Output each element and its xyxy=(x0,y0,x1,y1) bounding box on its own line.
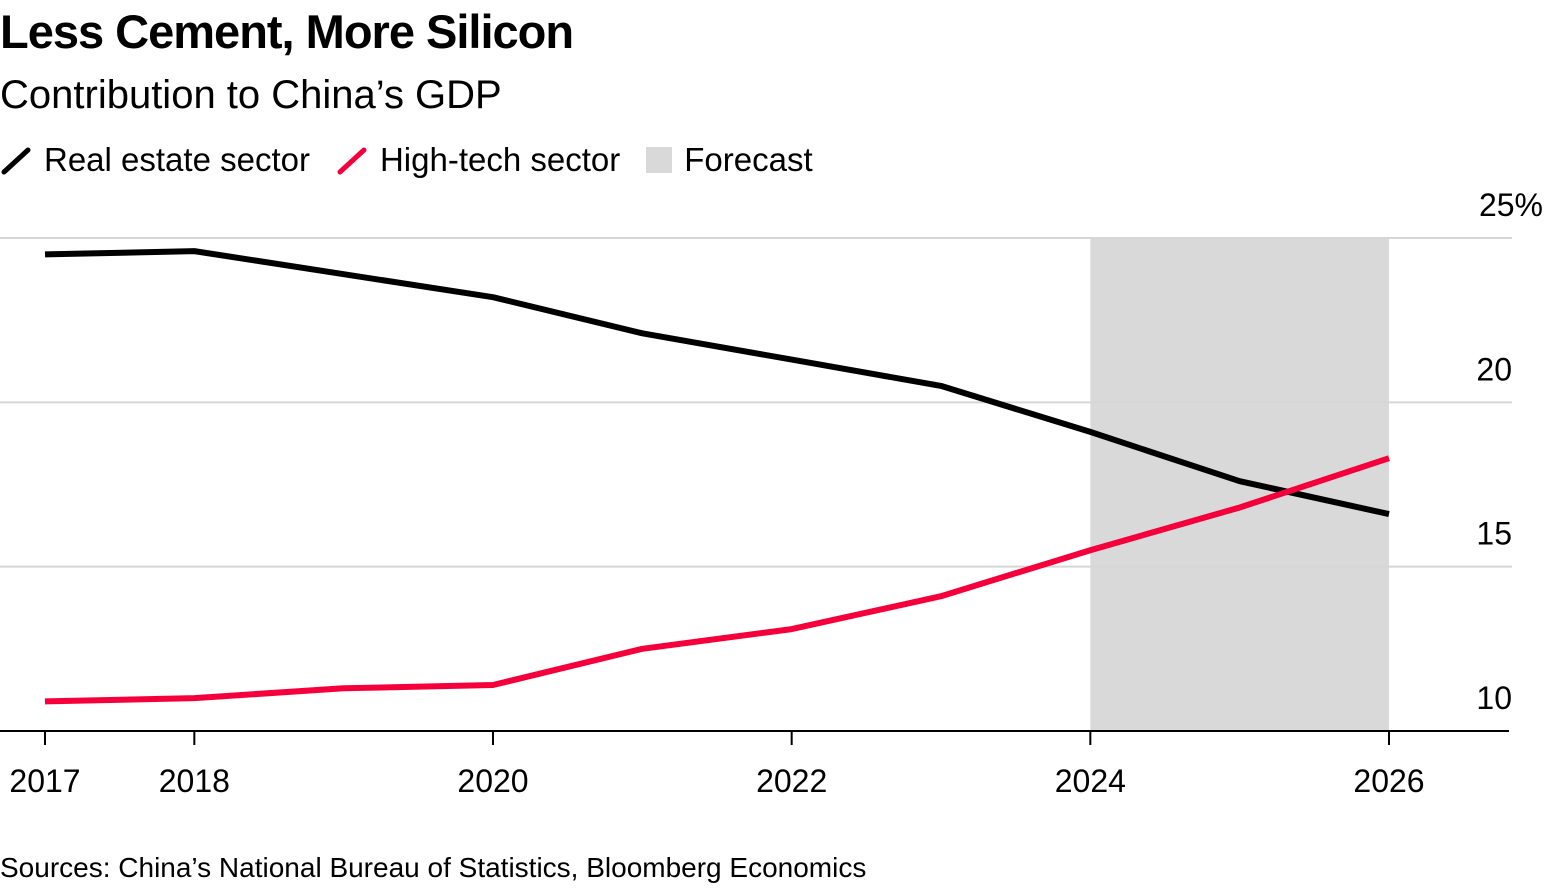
square-swatch-icon xyxy=(646,147,673,173)
legend-item-forecast: Forecast xyxy=(646,141,813,179)
y-tick-label: 20 xyxy=(1476,351,1512,387)
x-tick-label: 2017 xyxy=(9,763,80,799)
legend: Real estate sector High-tech sector Fore… xyxy=(0,138,839,182)
legend-item-high-tech: High-tech sector xyxy=(336,141,620,179)
chart-subtitle: Contribution to China’s GDP xyxy=(0,73,502,117)
y-tick-label: 10 xyxy=(1476,680,1512,716)
series-line-real-estate xyxy=(44,248,1390,518)
x-tick-label: 2022 xyxy=(756,763,827,799)
legend-label-real-estate: Real estate sector xyxy=(44,141,310,178)
x-tick-label: 2020 xyxy=(457,763,528,799)
source-note: Sources: China’s National Bureau of Stat… xyxy=(0,852,867,883)
x-tick-label: 2026 xyxy=(1353,763,1424,799)
y-tick-label: 15 xyxy=(1476,516,1512,552)
y-tick-label: 25% xyxy=(1479,187,1543,223)
legend-item-real-estate: Real estate sector xyxy=(0,141,310,179)
line-swatch-icon xyxy=(337,147,367,175)
chart-title: Less Cement, More Silicon xyxy=(0,5,574,58)
line-swatch-icon xyxy=(1,147,31,175)
series-line-high-tech xyxy=(44,455,1390,705)
x-tick-label: 2018 xyxy=(159,763,230,799)
legend-label-forecast: Forecast xyxy=(684,141,813,178)
forecast-band xyxy=(1090,238,1389,731)
x-tick-label: 2024 xyxy=(1055,763,1126,799)
legend-label-high-tech: High-tech sector xyxy=(379,141,621,178)
